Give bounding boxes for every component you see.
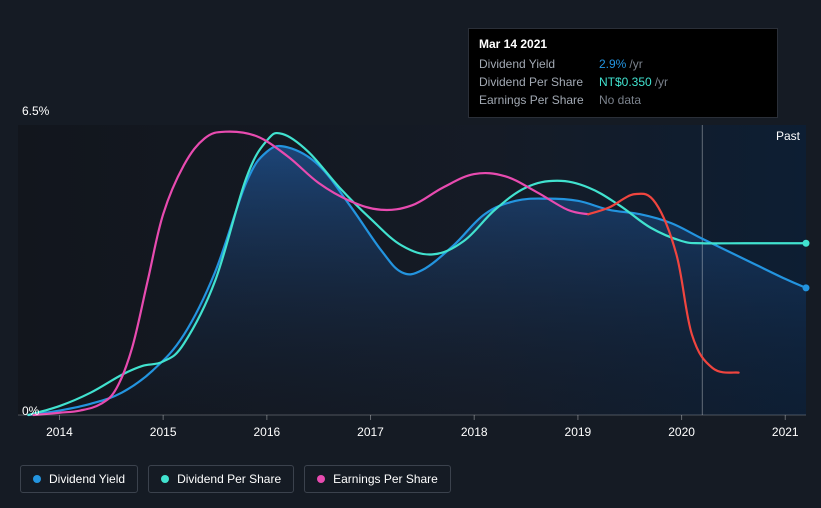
- x-axis-tick-label: 2016: [253, 425, 280, 439]
- legend-swatch: [161, 475, 169, 483]
- y-axis-label-min: 0%: [22, 404, 39, 418]
- y-axis-label-max: 6.5%: [22, 104, 49, 118]
- legend-label: Earnings Per Share: [333, 472, 438, 486]
- tooltip-date: Mar 14 2021: [479, 37, 767, 51]
- x-axis-tick-label: 2019: [565, 425, 592, 439]
- past-label: Past: [776, 129, 800, 143]
- legend-item[interactable]: Dividend Per Share: [148, 465, 294, 493]
- tooltip-row-value: NT$0.350/yr: [599, 73, 767, 91]
- x-axis-tick-label: 2014: [46, 425, 73, 439]
- chart-container: 6.5% 0% 2014 2015 2016 2017 2018 2019 2020 2021…: [0, 0, 821, 508]
- tooltip-row-key: Dividend Yield: [479, 55, 599, 73]
- tooltip-row-value: 2.9%/yr: [599, 55, 767, 73]
- tooltip-row: Earnings Per ShareNo data: [479, 91, 767, 109]
- x-axis-tick-label: 2020: [668, 425, 695, 439]
- legend-swatch: [317, 475, 325, 483]
- x-axis-tick-label: 2021: [772, 425, 799, 439]
- x-axis-tick-label: 2017: [357, 425, 384, 439]
- hover-tooltip: Mar 14 2021 Dividend Yield2.9%/yrDividen…: [468, 28, 778, 118]
- tooltip-row-key: Dividend Per Share: [479, 73, 599, 91]
- tooltip-row-key: Earnings Per Share: [479, 91, 599, 109]
- x-axis-tick-label: 2018: [461, 425, 488, 439]
- tooltip-row: Dividend Yield2.9%/yr: [479, 55, 767, 73]
- tooltip-row: Dividend Per ShareNT$0.350/yr: [479, 73, 767, 91]
- legend-label: Dividend Per Share: [177, 472, 281, 486]
- legend-swatch: [33, 475, 41, 483]
- tooltip-row-value: No data: [599, 91, 767, 109]
- legend-item[interactable]: Dividend Yield: [20, 465, 138, 493]
- legend: Dividend Yield Dividend Per Share Earnings…: [20, 465, 451, 493]
- legend-item[interactable]: Earnings Per Share: [304, 465, 451, 493]
- legend-label: Dividend Yield: [49, 472, 125, 486]
- x-axis-tick-label: 2015: [150, 425, 177, 439]
